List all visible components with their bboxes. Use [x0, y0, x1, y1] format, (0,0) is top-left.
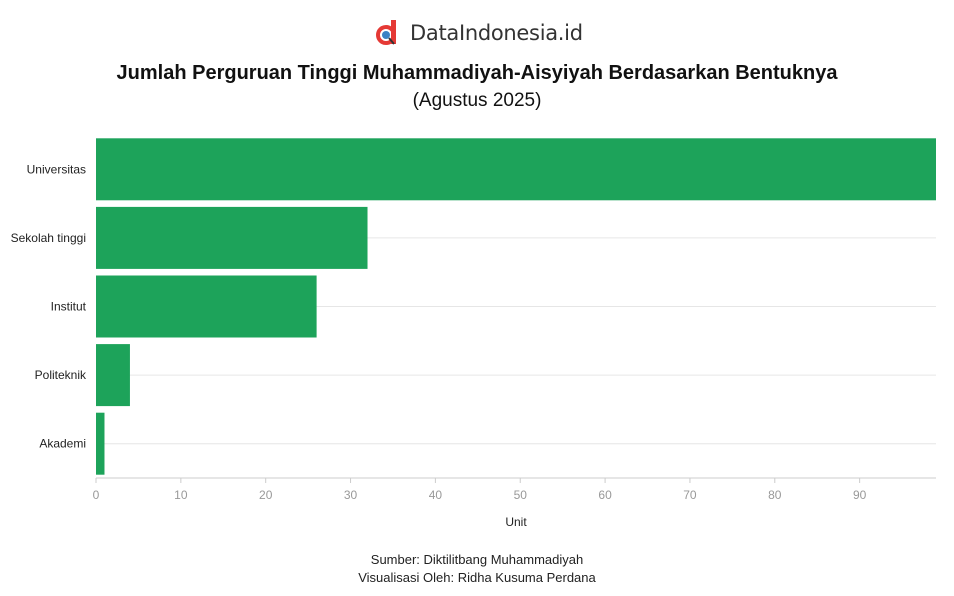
bar-sekolah-tinggi — [96, 206, 368, 269]
x-tick-label: 70 — [683, 488, 697, 502]
x-tick-label: 20 — [259, 488, 273, 502]
brand-name: DataIndonesia.id — [410, 21, 583, 45]
x-tick-label: 40 — [429, 488, 443, 502]
y-tick-label: Politeknik — [35, 368, 87, 382]
bar-akademi — [96, 412, 105, 475]
x-tick-label: 50 — [514, 488, 528, 502]
logo-icon — [376, 20, 396, 45]
chart-subtitle: (Agustus 2025) — [412, 90, 542, 111]
chart-title: Jumlah Perguruan Tinggi Muhammadiyah-Ais… — [116, 62, 838, 84]
credit-text: Visualisasi Oleh: Ridha Kusuma Perdana — [358, 570, 596, 585]
bar-politeknik — [96, 344, 130, 407]
x-tick-label: 60 — [598, 488, 612, 502]
source-text: Sumber: Diktilitbang Muhammadiyah — [370, 552, 584, 567]
x-tick-label: 90 — [853, 488, 867, 502]
brand-logo: DataIndonesia.id — [376, 20, 583, 46]
x-tick-label: 10 — [174, 488, 188, 502]
x-tick-label: 0 — [93, 488, 100, 502]
y-tick-label: Institut — [51, 300, 87, 314]
y-tick-label: Universitas — [27, 162, 86, 176]
x-tick-label: 30 — [344, 488, 358, 502]
x-tick-label: 80 — [768, 488, 782, 502]
y-tick-label: Sekolah tinggi — [11, 231, 86, 245]
bar-universitas — [96, 138, 936, 201]
bar-institut — [96, 275, 317, 338]
y-tick-label: Akademi — [39, 437, 86, 451]
x-axis-label: Unit — [505, 515, 527, 529]
footer: Sumber: Diktilitbang Muhammadiyah Visual… — [0, 551, 954, 587]
